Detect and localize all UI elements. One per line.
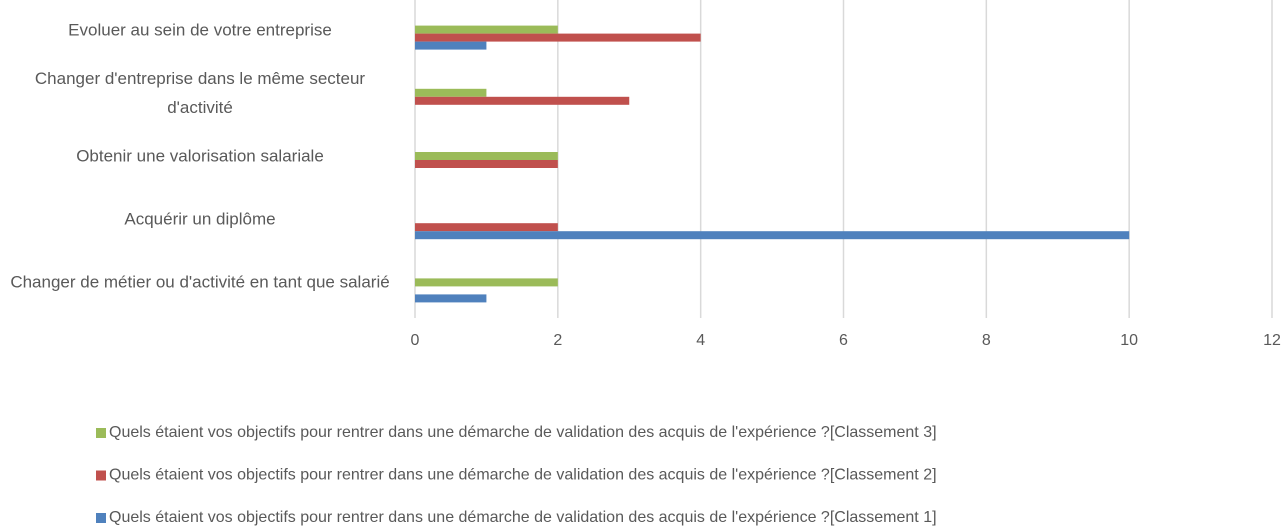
x-tick-label: 0	[411, 332, 420, 349]
bar	[415, 96, 630, 105]
legend-swatch	[96, 428, 106, 438]
legend-swatch	[96, 513, 106, 523]
bar	[415, 33, 701, 42]
bar	[415, 278, 558, 287]
legend-label: Quels étaient vos objectifs pour rentrer…	[109, 424, 937, 441]
category-label: Obtenir une valorisation salariale	[76, 146, 324, 166]
bar	[415, 160, 558, 168]
category-label: Changer d'entreprise dans le même secteu…	[34, 68, 366, 117]
x-tick-label: 10	[1120, 332, 1138, 349]
x-tick-label: 8	[982, 332, 991, 349]
bar	[415, 25, 558, 34]
bar	[415, 41, 487, 50]
x-tick-label: 2	[553, 332, 562, 349]
bar	[415, 294, 487, 303]
bar	[415, 152, 558, 160]
category-label: Acquérir un diplôme	[124, 209, 276, 229]
x-tick-label: 6	[839, 332, 848, 349]
x-tick-label: 4	[696, 332, 705, 349]
legend-swatch	[96, 470, 106, 481]
legend-label: Quels étaient vos objectifs pour rentrer…	[109, 467, 937, 484]
category-label: Changer de métier ou d'activité en tant …	[10, 272, 390, 292]
bar	[415, 231, 1130, 240]
bar	[415, 223, 558, 232]
legend-label: Quels étaient vos objectifs pour rentrer…	[109, 509, 937, 526]
bar	[415, 88, 487, 97]
x-tick-label: 12	[1263, 332, 1281, 349]
category-label: Evoluer au sein de votre entreprise	[68, 20, 332, 40]
